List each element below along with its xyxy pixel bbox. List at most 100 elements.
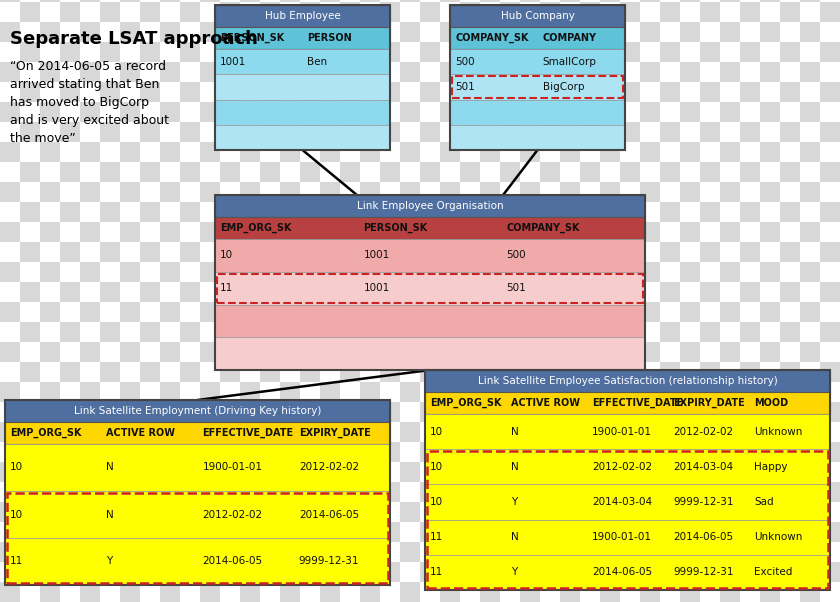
- Bar: [60, 202, 80, 222]
- Bar: [240, 62, 260, 82]
- Bar: [427, 452, 828, 588]
- Bar: [120, 62, 140, 82]
- Bar: [0, 422, 20, 442]
- Bar: [700, 122, 720, 142]
- Bar: [460, 282, 480, 302]
- Bar: [80, 142, 100, 162]
- Bar: [20, 202, 40, 222]
- Bar: [380, 442, 400, 462]
- Bar: [680, 542, 700, 562]
- Text: 10: 10: [430, 497, 444, 507]
- Bar: [820, 82, 840, 102]
- Bar: [380, 522, 400, 542]
- Bar: [700, 402, 720, 422]
- Bar: [660, 322, 680, 342]
- Bar: [215, 49, 390, 74]
- Text: Hub Company: Hub Company: [501, 11, 575, 21]
- Bar: [40, 462, 60, 482]
- Bar: [560, 222, 580, 242]
- Bar: [425, 414, 830, 449]
- Text: 1001: 1001: [364, 250, 390, 261]
- Bar: [760, 102, 780, 122]
- Bar: [580, 562, 600, 582]
- Bar: [540, 242, 560, 262]
- Bar: [520, 0, 540, 2]
- Bar: [500, 82, 520, 102]
- Bar: [340, 162, 360, 182]
- Text: 2014-03-04: 2014-03-04: [592, 497, 652, 507]
- Text: 11: 11: [430, 532, 444, 542]
- Text: 11: 11: [10, 556, 24, 566]
- Bar: [360, 182, 380, 202]
- Text: 501: 501: [507, 283, 527, 293]
- Bar: [40, 422, 60, 442]
- Bar: [120, 222, 140, 242]
- Bar: [40, 102, 60, 122]
- Bar: [540, 482, 560, 502]
- Bar: [760, 582, 780, 602]
- Text: 2012-02-02: 2012-02-02: [673, 427, 733, 436]
- Bar: [580, 2, 600, 22]
- Bar: [40, 382, 60, 402]
- Bar: [360, 22, 380, 42]
- Bar: [720, 582, 740, 602]
- Bar: [700, 202, 720, 222]
- Bar: [320, 582, 340, 602]
- Bar: [360, 382, 380, 402]
- Bar: [600, 62, 620, 82]
- Bar: [140, 522, 160, 542]
- Bar: [420, 42, 440, 62]
- Bar: [0, 502, 20, 522]
- Bar: [240, 22, 260, 42]
- Bar: [620, 202, 640, 222]
- Bar: [780, 362, 800, 382]
- Bar: [300, 282, 320, 302]
- Bar: [220, 482, 240, 502]
- Bar: [200, 0, 220, 2]
- Bar: [100, 442, 120, 462]
- Bar: [215, 195, 645, 370]
- Bar: [300, 122, 320, 142]
- Bar: [280, 62, 300, 82]
- Text: Y: Y: [106, 556, 113, 566]
- Bar: [200, 62, 220, 82]
- Bar: [720, 102, 740, 122]
- Bar: [60, 362, 80, 382]
- Bar: [60, 482, 80, 502]
- Bar: [180, 122, 200, 142]
- Bar: [160, 582, 180, 602]
- Bar: [240, 342, 260, 362]
- Bar: [340, 362, 360, 382]
- Text: PERSON: PERSON: [307, 33, 352, 43]
- Bar: [20, 122, 40, 142]
- Bar: [380, 122, 400, 142]
- Bar: [100, 42, 120, 62]
- Bar: [580, 322, 600, 342]
- Text: 2014-03-04: 2014-03-04: [673, 462, 733, 472]
- Bar: [520, 422, 540, 442]
- Bar: [160, 502, 180, 522]
- Bar: [320, 22, 340, 42]
- Bar: [440, 0, 460, 2]
- Bar: [300, 562, 320, 582]
- Bar: [220, 282, 240, 302]
- Text: 1900-01-01: 1900-01-01: [592, 532, 652, 542]
- Bar: [580, 442, 600, 462]
- Bar: [420, 162, 440, 182]
- Bar: [80, 382, 100, 402]
- Bar: [220, 562, 240, 582]
- Bar: [540, 442, 560, 462]
- Bar: [120, 262, 140, 282]
- Bar: [180, 162, 200, 182]
- Bar: [120, 0, 140, 2]
- Text: 2014-06-05: 2014-06-05: [202, 556, 263, 566]
- Bar: [440, 22, 460, 42]
- Text: 2014-06-05: 2014-06-05: [673, 532, 733, 542]
- Bar: [460, 362, 480, 382]
- Bar: [680, 0, 700, 2]
- Bar: [700, 82, 720, 102]
- Bar: [660, 282, 680, 302]
- Bar: [40, 62, 60, 82]
- Bar: [80, 62, 100, 82]
- Text: 2014-06-05: 2014-06-05: [299, 509, 359, 520]
